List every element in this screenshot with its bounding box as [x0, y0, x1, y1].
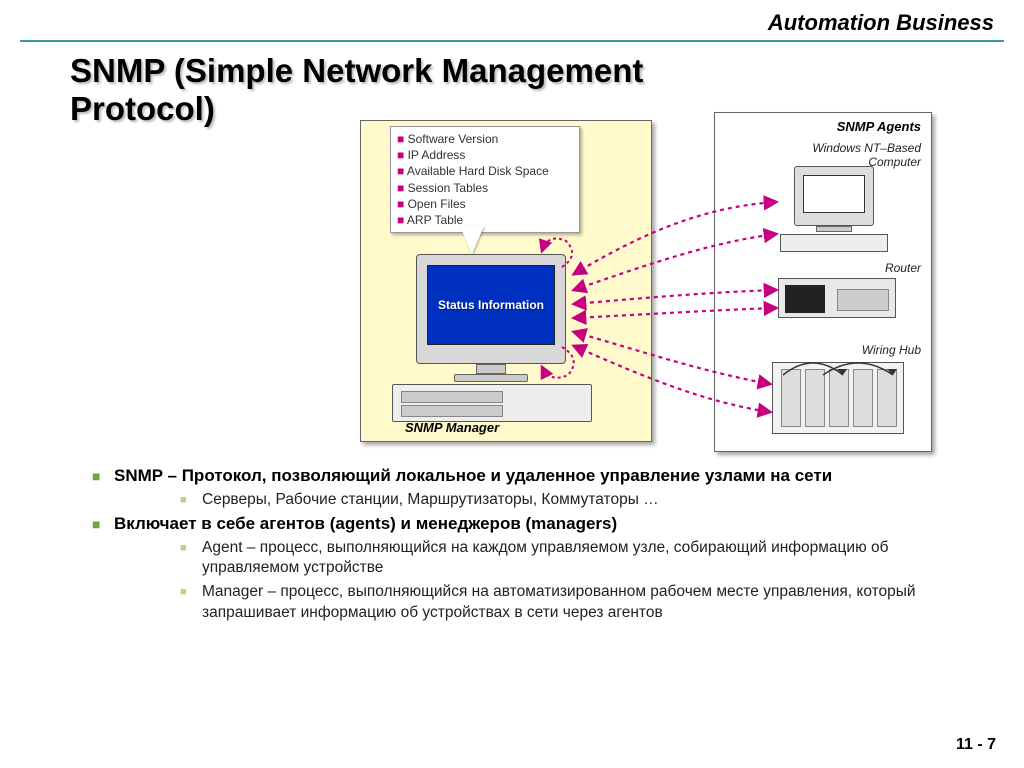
- status-info-callout: Software VersionIP AddressAvailable Hard…: [390, 126, 580, 233]
- bullet-level2: Manager – процесс, выполняющийся на авто…: [180, 582, 964, 622]
- manager-monitor-icon: Status Information: [416, 254, 566, 364]
- hub-arcs-icon: [773, 355, 905, 379]
- page-number: 11 - 7: [956, 736, 996, 754]
- callout-pointer-icon: [460, 226, 484, 254]
- device-label-router: Router: [885, 261, 921, 275]
- info-item: Available Hard Disk Space: [397, 163, 573, 179]
- monitor-stand-icon: [476, 364, 506, 374]
- info-item: ARP Table: [397, 212, 573, 228]
- snmp-diagram: SNMP Manager Software VersionIP AddressA…: [324, 112, 934, 452]
- info-item: Open Files: [397, 196, 573, 212]
- info-item: IP Address: [397, 147, 573, 163]
- system-unit-icon: [392, 384, 592, 422]
- router-icon: [778, 278, 896, 318]
- nt-computer-stand-icon: [816, 226, 852, 232]
- monitor-base-icon: [454, 374, 528, 382]
- manager-screen: Status Information: [427, 265, 555, 345]
- nt-computer-unit-icon: [780, 234, 888, 252]
- bullet-level2: Agent – процесс, выполняющийся на каждом…: [180, 538, 964, 578]
- info-item: Session Tables: [397, 180, 573, 196]
- device-label-computer: Windows NT–Based Computer: [801, 141, 921, 169]
- brand-header: Automation Business: [768, 10, 994, 36]
- bullet-level2: Серверы, Рабочие станции, Маршрутизаторы…: [180, 490, 964, 510]
- info-item: Software Version: [397, 131, 573, 147]
- wiring-hub-icon: [772, 362, 904, 434]
- nt-computer-monitor-icon: [794, 166, 874, 226]
- manager-label: SNMP Manager: [405, 420, 499, 435]
- bullet-level1: SNMP – Протокол, позволяющий локальное и…: [92, 466, 964, 486]
- agents-title: SNMP Agents: [837, 119, 921, 134]
- bullet-list: SNMP – Протокол, позволяющий локальное и…: [92, 462, 964, 627]
- bullet-level1: Включает в себе агентов (agents) и менед…: [92, 514, 964, 534]
- header-rule: [20, 40, 1004, 42]
